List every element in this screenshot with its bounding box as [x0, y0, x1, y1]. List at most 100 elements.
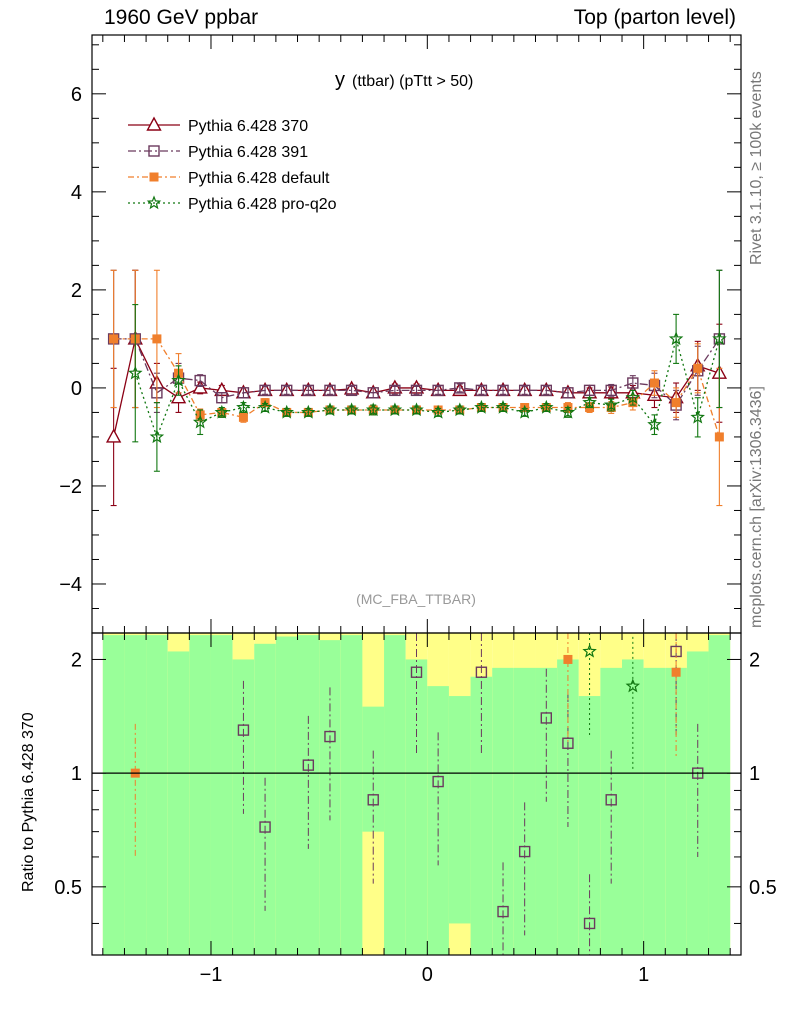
ratio-point-p391 [302, 759, 315, 771]
ratio-y-tick-label-left: 1 [71, 763, 82, 785]
ratio-point-p391 [518, 845, 531, 858]
green-band-bin [686, 651, 709, 955]
data-point-p391 [454, 382, 466, 394]
header-left: 1960 GeV ppbar [104, 6, 259, 29]
ratio-point-p391 [237, 724, 250, 736]
data-point-p370 [170, 389, 187, 404]
data-point-p391 [475, 384, 488, 397]
y-tick-label: 2 [71, 280, 82, 302]
data-point-p391 [367, 387, 379, 399]
axes: −1 0 1 −4 −2 0 2 4 6 0.5 0.5 1 1 2 2 [54, 34, 777, 986]
data-point-p391 [216, 392, 228, 404]
ratio-point-default [671, 667, 681, 677]
data-point-proq2o [322, 402, 338, 417]
ratio-point-p391 [432, 775, 444, 788]
data-point-p391 [605, 384, 617, 397]
data-point-p391 [259, 384, 271, 397]
green-band-bin [622, 659, 644, 955]
x-tick-label: −1 [200, 964, 223, 986]
ratio-y-tick-label-left: 2 [71, 649, 82, 671]
data-point-proq2o [279, 404, 294, 419]
data-point-proq2o [236, 399, 251, 414]
data-point-p391 [627, 377, 639, 389]
data-point-p391 [324, 384, 336, 397]
ratio-point-p391 [367, 794, 379, 806]
data-point-p391 [302, 384, 315, 397]
green-band-bin [535, 667, 558, 955]
green-band-bin [427, 686, 449, 955]
data-point-proq2o [712, 331, 727, 346]
legend-marker-p370 [146, 116, 162, 131]
ratio-point-default [563, 654, 573, 664]
green-band-bin [340, 635, 363, 955]
series-line-p391 [113, 338, 720, 407]
data-point-default [714, 432, 724, 442]
header-right: Top (parton level) [573, 6, 736, 29]
data-point-proq2o [365, 402, 381, 417]
ratio-y-tick-label-right: 1 [749, 763, 760, 785]
green-band-bin [492, 667, 514, 955]
ratio-series-proq2o [582, 633, 641, 770]
data-point-proq2o [452, 402, 468, 417]
data-point-default [671, 398, 681, 408]
green-band-bin [167, 651, 190, 955]
data-point-p391 [237, 387, 250, 399]
data-point-proq2o [539, 399, 554, 414]
legend-label-proq2o: Pythia 6.428 pro-q2o [188, 196, 337, 213]
green-band-bin [513, 667, 536, 955]
ratio-point-p391 [324, 730, 336, 743]
legend-label-p370: Pythia 6.428 370 [188, 118, 308, 135]
ratio-frame [91, 632, 742, 956]
ratio-point-proq2o [625, 678, 641, 693]
data-point-default [693, 363, 703, 373]
y-tick-label: 0 [71, 378, 82, 400]
data-point-p391 [518, 384, 531, 397]
ratio-point-p391 [475, 666, 488, 678]
ratio-y-tick-label-right: 0.5 [749, 877, 777, 899]
data-point-proq2o [582, 394, 597, 409]
ratio-point-p391 [562, 737, 574, 749]
green-band-bin [405, 659, 428, 955]
y-tick-label: 4 [71, 182, 82, 204]
y-tick-label: 6 [71, 84, 82, 106]
legend-marker-proq2o [146, 195, 162, 210]
legend-marker-default [149, 172, 159, 182]
green-band-bin [210, 635, 233, 955]
data-point-default [649, 378, 659, 388]
data-point-proq2o [344, 402, 359, 417]
ratio-point-p391 [410, 666, 423, 678]
green-band-bin [665, 667, 687, 955]
data-point-p391 [281, 384, 293, 397]
plot-titles: y (ttbar) (pTtt > 50) (MC_FBA_TTBAR) [335, 69, 476, 607]
data-point-p391 [410, 384, 423, 397]
data-point-proq2o [560, 404, 576, 419]
data-point-proq2o [128, 365, 143, 380]
data-point-p391 [389, 384, 401, 397]
data-point-proq2o [495, 399, 511, 414]
data-point-proq2o [668, 331, 684, 346]
green-band-bin [275, 636, 298, 955]
ratio-point-p391 [497, 905, 509, 918]
y-tick-label: −4 [59, 574, 82, 596]
ratio-point-p391 [583, 917, 596, 930]
green-band-bin [384, 635, 406, 955]
data-point-default [109, 334, 119, 344]
data-point-proq2o [409, 402, 424, 417]
green-band-bin [297, 635, 320, 955]
ratio-uncertainty-bands [102, 633, 731, 955]
data-point-p391 [194, 374, 206, 387]
data-point-proq2o [171, 372, 186, 387]
green-band-bin [643, 667, 666, 955]
data-point-proq2o [647, 417, 662, 431]
x-tick-label: 0 [422, 964, 433, 986]
plot-title-subtitle: (ttbar) (pTtt > 50) [352, 73, 473, 90]
legend: Pythia 6.428 370 Pythia 6.428 391 Pythia 6… [128, 116, 337, 213]
data-point-default [152, 334, 162, 344]
ratio-point-p391 [540, 712, 552, 724]
series-proq2o [128, 269, 727, 472]
data-point-p391 [562, 387, 574, 399]
plot-title-y: y [335, 69, 345, 91]
data-point-proq2o [192, 414, 208, 429]
data-point-proq2o [301, 404, 316, 419]
